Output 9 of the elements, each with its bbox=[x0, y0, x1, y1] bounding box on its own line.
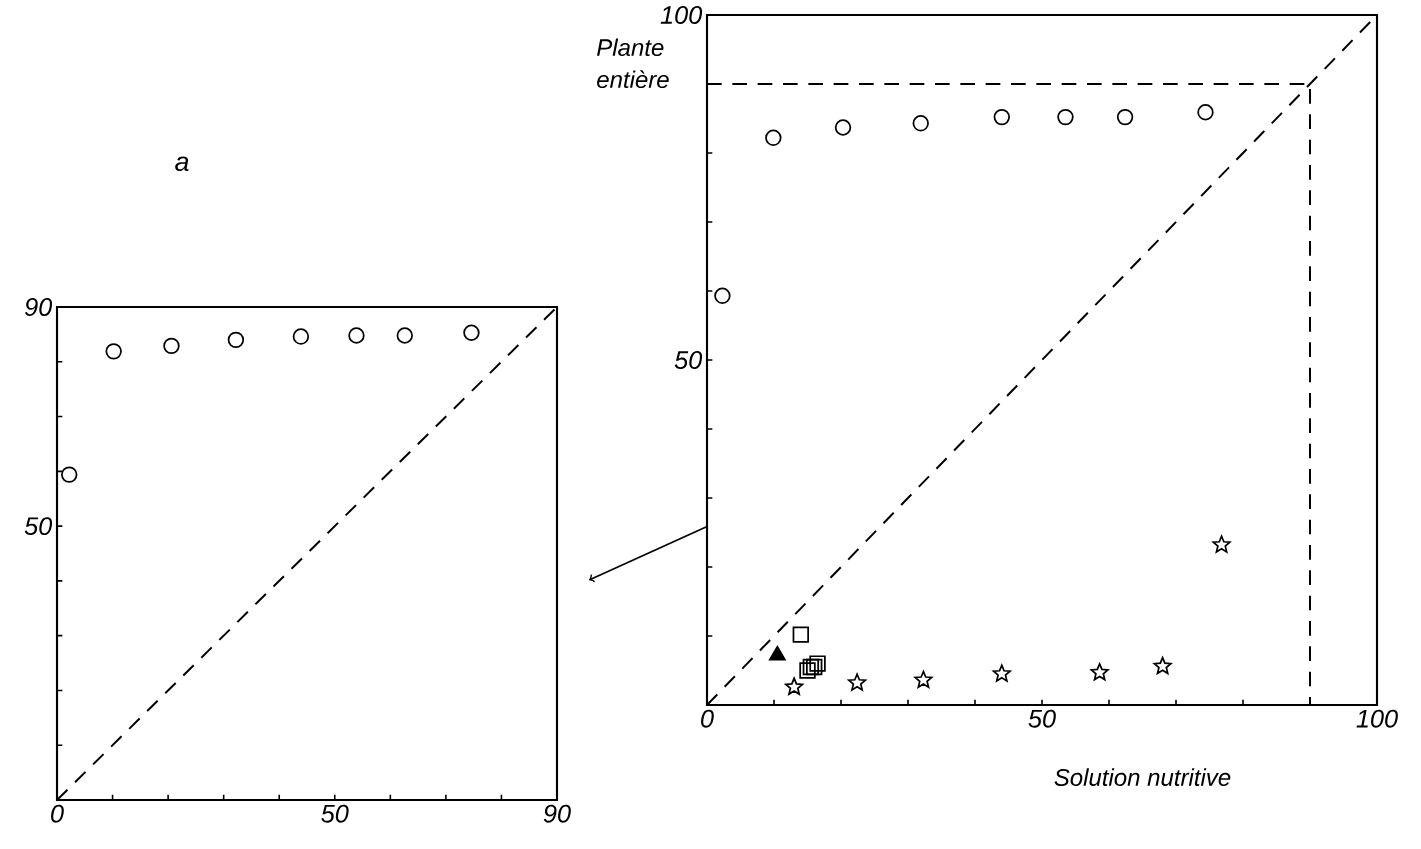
x-tick-label: 0 bbox=[701, 709, 714, 728]
x-tick-label: 100 bbox=[1356, 709, 1398, 728]
x-tick-label: 0 bbox=[51, 804, 64, 823]
x-tick-label: 50 bbox=[321, 804, 349, 823]
x-tick-label: 50 bbox=[1028, 709, 1056, 728]
chart-title: a bbox=[175, 156, 189, 172]
x-axis-title: Solution nutritive bbox=[1054, 768, 1231, 786]
x-tick-label: 90 bbox=[543, 804, 571, 823]
y-axis-title: Plante entière bbox=[597, 38, 669, 89]
